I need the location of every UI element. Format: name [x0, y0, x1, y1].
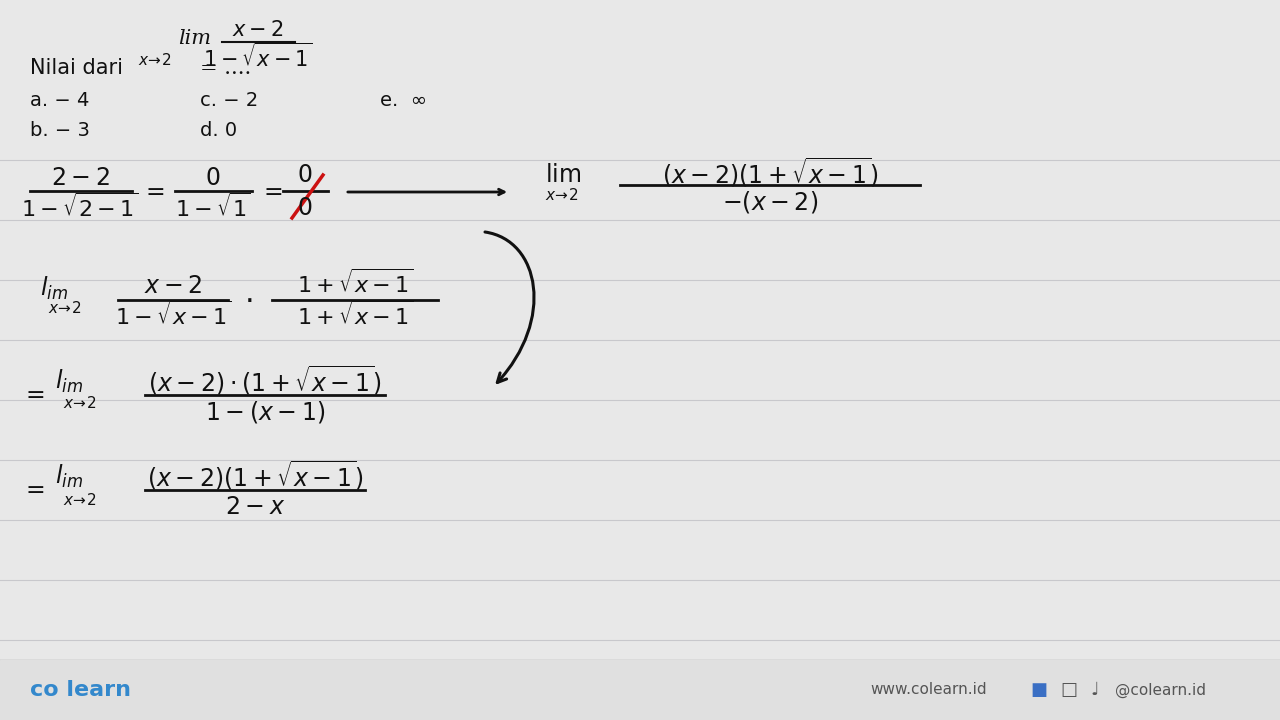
- Text: $1-(x-1)$: $1-(x-1)$: [205, 399, 325, 425]
- Text: ♩: ♩: [1091, 681, 1098, 699]
- Text: a. − 4: a. − 4: [29, 91, 90, 109]
- Text: e.  ∞: e. ∞: [380, 91, 428, 109]
- Text: $0$: $0$: [297, 163, 312, 186]
- Text: $1+\sqrt{x-1}$: $1+\sqrt{x-1}$: [297, 302, 413, 330]
- Text: □: □: [1060, 681, 1076, 699]
- Text: $\mathit{l_{im}}$: $\mathit{l_{im}}$: [55, 367, 83, 395]
- Text: $\cdot$: $\cdot$: [243, 284, 252, 315]
- Text: =: =: [264, 181, 283, 204]
- Text: $1-\sqrt{x-1}$: $1-\sqrt{x-1}$: [115, 302, 232, 330]
- Text: Nilai dari: Nilai dari: [29, 58, 123, 78]
- Text: lim: lim: [178, 29, 211, 48]
- Text: $x\!\rightarrow\!2$: $x\!\rightarrow\!2$: [63, 395, 96, 411]
- Text: =: =: [145, 181, 165, 204]
- Text: www.colearn.id: www.colearn.id: [870, 683, 987, 698]
- Text: =: =: [26, 479, 45, 502]
- Text: $1-\sqrt{1}$: $1-\sqrt{1}$: [175, 194, 251, 222]
- Text: $x\!\rightarrow\!2$: $x\!\rightarrow\!2$: [138, 52, 172, 68]
- Text: d. 0: d. 0: [200, 120, 237, 140]
- Text: $x\!\rightarrow\!2$: $x\!\rightarrow\!2$: [63, 492, 96, 508]
- Text: $0$: $0$: [205, 166, 220, 189]
- Text: $2-2$: $2-2$: [51, 166, 109, 189]
- Text: $1+\sqrt{x-1}$: $1+\sqrt{x-1}$: [297, 270, 413, 298]
- Text: $1-\sqrt{x-1}$: $1-\sqrt{x-1}$: [204, 42, 312, 71]
- Text: ■: ■: [1030, 681, 1047, 699]
- Text: c. − 2: c. − 2: [200, 91, 259, 109]
- Text: =: =: [26, 384, 45, 407]
- Text: $x-2$: $x-2$: [232, 20, 284, 40]
- Text: co learn: co learn: [29, 680, 131, 700]
- FancyArrowPatch shape: [485, 232, 534, 382]
- Text: $(x-2)(1+\sqrt{x-1})$: $(x-2)(1+\sqrt{x-1})$: [662, 156, 878, 189]
- Text: @colearn.id: @colearn.id: [1115, 683, 1206, 698]
- Text: $\lim$: $\lim$: [545, 163, 581, 186]
- Text: $-(x-2)$: $-(x-2)$: [722, 189, 818, 215]
- Text: $0$: $0$: [297, 197, 312, 220]
- Text: $\mathit{l_{im}}$: $\mathit{l_{im}}$: [40, 274, 68, 302]
- Text: $1-\sqrt{2-1}$: $1-\sqrt{2-1}$: [22, 194, 138, 222]
- Text: = ....: = ....: [200, 58, 251, 78]
- Text: $(x-2)\cdot(1+\sqrt{x-1})$: $(x-2)\cdot(1+\sqrt{x-1})$: [148, 364, 381, 397]
- Bar: [0, 660, 1280, 720]
- Text: $(x-2)(1+\sqrt{x-1})$: $(x-2)(1+\sqrt{x-1})$: [147, 459, 364, 492]
- Text: $x-2$: $x-2$: [143, 274, 202, 297]
- Text: $\mathit{l_{im}}$: $\mathit{l_{im}}$: [55, 462, 83, 490]
- Text: $x\!\rightarrow\!2$: $x\!\rightarrow\!2$: [49, 300, 82, 316]
- Text: $x\!\rightarrow\!2$: $x\!\rightarrow\!2$: [545, 187, 579, 203]
- Text: $2-x$: $2-x$: [225, 495, 285, 518]
- Text: b. − 3: b. − 3: [29, 120, 90, 140]
